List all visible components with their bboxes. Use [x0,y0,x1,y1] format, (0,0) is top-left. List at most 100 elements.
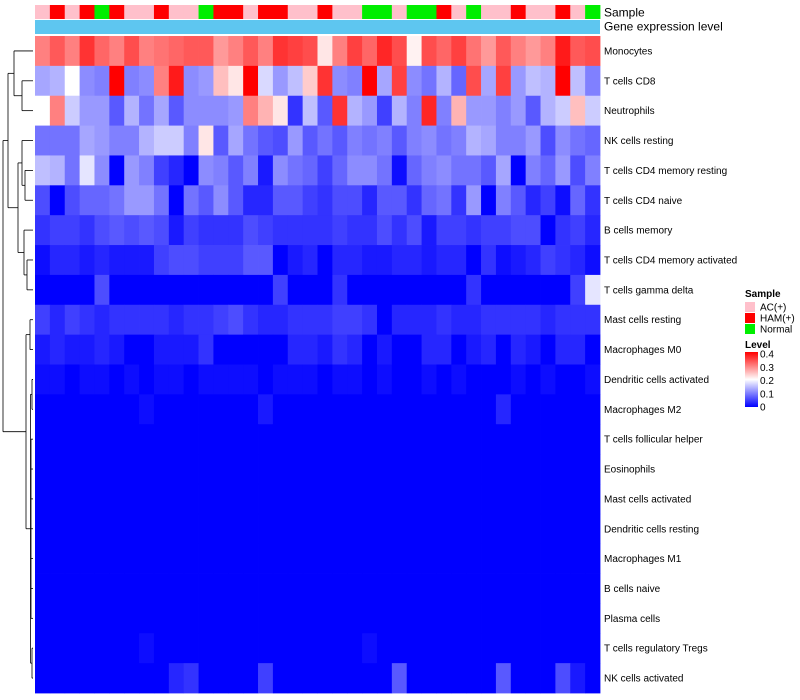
heatmap-cell [525,334,541,365]
heatmap-cell [35,483,51,515]
heatmap-cell [510,334,527,365]
heatmap-cell [570,364,586,395]
sample-annotation-cell [570,5,586,19]
row-label: T cells regulatory Tregs [604,644,708,655]
heatmap-cell [332,573,348,604]
heatmap-cell [35,663,51,694]
heatmap-cell [258,36,274,67]
heatmap-cell [376,36,393,67]
heatmap-cell [421,603,437,634]
heatmap-cell [540,573,556,604]
heatmap-cell [481,185,497,216]
heatmap-cell [421,394,437,425]
heatmap-cell [139,274,155,306]
heatmap-cell [228,125,244,156]
heatmap-cell [466,215,482,246]
heatmap-cell [198,483,214,515]
sample-annotation-cell [585,5,601,19]
heatmap-cell [406,663,422,694]
heatmap-cell [258,65,274,97]
heatmap-cell [406,513,422,545]
heatmap-cell [510,394,527,425]
heatmap-cell [362,245,378,276]
sample-annotation-cell [139,5,155,19]
heatmap-cell [466,364,482,395]
heatmap-cell [287,603,304,634]
heatmap-cell [391,95,408,126]
heatmap-cell [540,65,556,97]
heatmap-cell [124,424,140,455]
heatmap-cell [213,543,229,574]
heatmap-cell [124,603,140,634]
heatmap-cell [391,543,408,574]
heatmap-cell [213,663,229,694]
heatmap-cell [451,573,467,604]
sample-annotation-cell [35,5,51,19]
heatmap-cell [347,513,363,545]
heatmap-cell [183,334,199,365]
heatmap-cell [585,125,601,156]
heatmap-cell [495,424,512,455]
heatmap-cell [495,633,512,664]
heatmap-cell [79,215,95,246]
heatmap-cell [243,36,259,67]
heatmap-cell [213,155,229,186]
heatmap-cell [451,125,467,156]
heatmap-cell [153,364,170,395]
heatmap-cell [109,663,125,694]
heatmap-cell [302,633,318,664]
heatmap-cell [124,215,140,246]
heatmap-cell [124,454,140,485]
heatmap-cell [332,245,348,276]
heatmap-cell [243,155,259,186]
heatmap-cell [94,215,110,246]
heatmap-cell [49,513,66,545]
heatmap-cell [183,394,199,425]
heatmap-cell [332,424,348,455]
heatmap-cell [198,603,214,634]
heatmap-cell [436,394,452,425]
heatmap-cell [570,603,586,634]
heatmap-cells [35,36,601,694]
heatmap-cell [540,155,556,186]
heatmap-cell [406,185,422,216]
heatmap-cell [481,364,497,395]
heatmap-cell [139,454,155,485]
heatmap-cell [109,215,125,246]
row-label: NK cells resting [604,136,673,147]
sample-annotation-cell [362,5,378,19]
heatmap-cell [391,663,408,694]
heatmap-cell [272,185,289,216]
heatmap-cell [555,454,571,485]
heatmap-cell [421,513,437,545]
heatmap-cell [49,454,66,485]
heatmap-cell [153,483,170,515]
heatmap-cell [183,633,199,664]
heatmap-cell [495,454,512,485]
heatmap-cell [272,65,289,97]
heatmap-cell [436,36,452,67]
heatmap-cell [362,36,378,67]
heatmap-cell [94,454,110,485]
heatmap-cell [94,185,110,216]
heatmap-cell [109,394,125,425]
heatmap-cell [258,274,274,306]
heatmap-cell [362,95,378,126]
heatmap-cell [35,424,51,455]
heatmap-cell [213,454,229,485]
heatmap-cell [540,603,556,634]
heatmap-cell [168,394,185,425]
heatmap-cell [481,633,497,664]
heatmap-cell [510,155,527,186]
heatmap-cell [525,155,541,186]
heatmap-cell [183,65,199,97]
heatmap-cell [168,663,185,694]
heatmap-cell [109,155,125,186]
heatmap-cell [198,424,214,455]
heatmap-cell [287,185,304,216]
sample-annotation-cell [376,5,393,19]
heatmap-cell [510,125,527,156]
row-label: Plasma cells [604,614,660,625]
heatmap-cell [228,155,244,186]
heatmap-cell [391,633,408,664]
